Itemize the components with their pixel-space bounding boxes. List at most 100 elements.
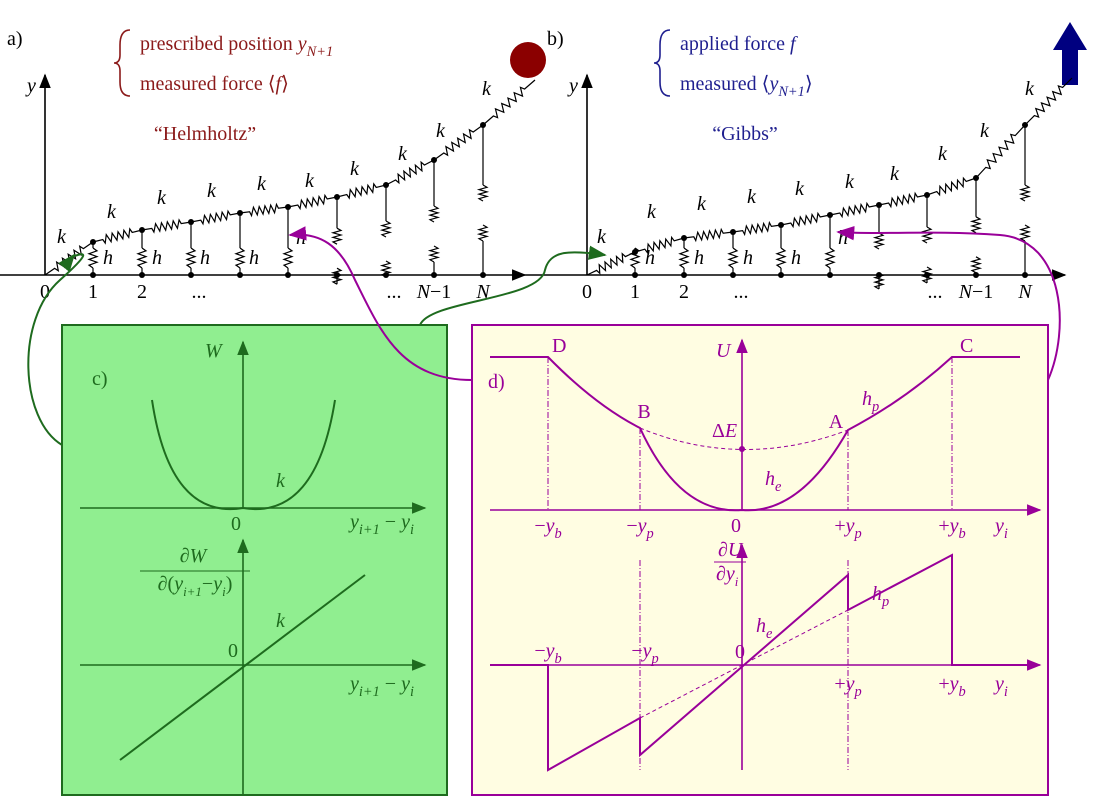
barrier-label-part: E	[724, 420, 737, 442]
axis-label-den: ∂yi	[716, 563, 739, 589]
x-tick-label-part: +	[938, 673, 949, 695]
spring-label: h	[249, 247, 259, 269]
x-tick-label-part: b	[554, 651, 561, 667]
force-arrow	[1053, 22, 1087, 85]
spring-label: k	[57, 226, 67, 248]
x-axis-label-part: −	[380, 511, 401, 533]
curve-label-part: e	[775, 479, 782, 495]
vertical-spring	[476, 184, 490, 202]
vertical-spring	[136, 247, 148, 269]
spring-label: k	[697, 193, 707, 215]
curve-label-part: k	[276, 470, 286, 492]
spring	[385, 159, 435, 186]
panel-d-box	[471, 324, 1049, 796]
origin-label: 0	[228, 640, 238, 662]
spring-label: k	[747, 186, 757, 208]
vertical-spring	[1018, 184, 1032, 202]
x-tick-label: −yb	[534, 640, 561, 667]
x-tick-label: 0	[582, 281, 592, 303]
x-tick-label: −yp	[631, 640, 658, 667]
spring-label: k	[845, 171, 855, 193]
x-tick-label: +yp	[834, 515, 861, 542]
x-tick-label-part: ...	[734, 281, 749, 303]
spring-label: h	[152, 247, 162, 269]
curve-label-part: p	[871, 399, 879, 415]
curve-label-part: h	[765, 468, 775, 490]
ground-node	[90, 272, 96, 278]
vertical-spring	[282, 247, 294, 269]
force-curve	[119, 574, 366, 761]
x-tick-label-part: N	[958, 281, 974, 303]
x-tick-label-part: 2	[679, 281, 689, 303]
axis-label-den-part: ∂(	[158, 573, 175, 595]
panel-c-box	[61, 324, 448, 796]
x-tick-label-part: −	[534, 515, 545, 537]
legend-line: measured force ⟨f⟩	[140, 73, 289, 95]
spring	[287, 193, 338, 211]
axis-label-den-part: −	[202, 573, 213, 595]
x-tick-label-part: p	[645, 526, 653, 542]
axis-label: U	[716, 340, 732, 362]
brace	[653, 29, 671, 97]
x-tick-label: N	[1017, 281, 1033, 303]
axis-label: W	[205, 340, 224, 362]
panel-label: d)	[488, 371, 505, 393]
axis-label-den-part: y	[172, 573, 183, 595]
ground-node	[1022, 272, 1028, 278]
legend-line-part: measured ⟨	[680, 73, 769, 95]
origin-label: 0	[731, 515, 741, 537]
panel-label: a)	[7, 28, 23, 50]
origin-label: 0	[735, 641, 745, 663]
x-tick-label: +yb	[938, 673, 965, 700]
x-tick-label-part: 1	[630, 281, 640, 303]
spring-label: k	[795, 178, 805, 200]
ground-node	[924, 272, 930, 278]
axis-label-num-part: U	[728, 539, 744, 561]
panel-label: b)	[547, 28, 564, 50]
x-axis-label-part: y	[993, 515, 1004, 537]
curve-label-part: k	[276, 610, 286, 632]
spring	[92, 227, 143, 245]
barrier-label-part: Δ	[712, 420, 725, 442]
x-axis-label-part: y	[399, 673, 410, 695]
x-tick-label: N	[475, 281, 491, 303]
spring-label: h	[791, 247, 801, 269]
x-tick-label: ...	[928, 281, 943, 303]
x-tick-label-part: y	[948, 673, 959, 695]
vertical-spring	[330, 227, 344, 245]
vertical-spring	[379, 220, 393, 238]
spring-label: k	[647, 201, 657, 223]
spring	[975, 124, 1026, 179]
spring	[44, 241, 94, 276]
x-axis-label: yi+1 − yi	[348, 673, 414, 700]
link-arrow	[288, 226, 473, 381]
link-arrow	[419, 245, 607, 326]
spring-label: k	[597, 226, 607, 248]
axis-label-part: U	[716, 340, 732, 362]
spring-label: k	[305, 170, 315, 192]
x-tick-label-part: +	[834, 515, 845, 537]
spring	[732, 220, 782, 237]
ground-node	[188, 272, 194, 278]
curve-label-part: p	[881, 594, 889, 610]
vertical-spring	[969, 256, 983, 274]
x-tick-label: −yb	[534, 515, 561, 542]
x-tick-label-part: p	[853, 684, 861, 700]
axis-label-den-part: ∂	[716, 563, 726, 585]
legend-line-part: applied force	[680, 33, 790, 55]
x-tick-label-part: N	[475, 281, 491, 303]
energy-curve	[151, 399, 336, 511]
legend-line-part: ⟩	[281, 73, 289, 95]
x-tick-label: ...	[192, 281, 207, 303]
vertical-spring	[678, 247, 690, 269]
curve-label-part: h	[756, 615, 766, 637]
legend-line-part: ⟩	[805, 73, 813, 95]
ground-node	[827, 272, 833, 278]
point-label: C	[960, 335, 973, 357]
x-tick-label-part: −	[626, 515, 637, 537]
x-tick-label-part: −	[631, 640, 642, 662]
x-tick-label-part: p	[853, 526, 861, 542]
spring-label: k	[1025, 78, 1035, 100]
brace	[113, 29, 131, 97]
x-tick-label: 1	[630, 281, 640, 303]
